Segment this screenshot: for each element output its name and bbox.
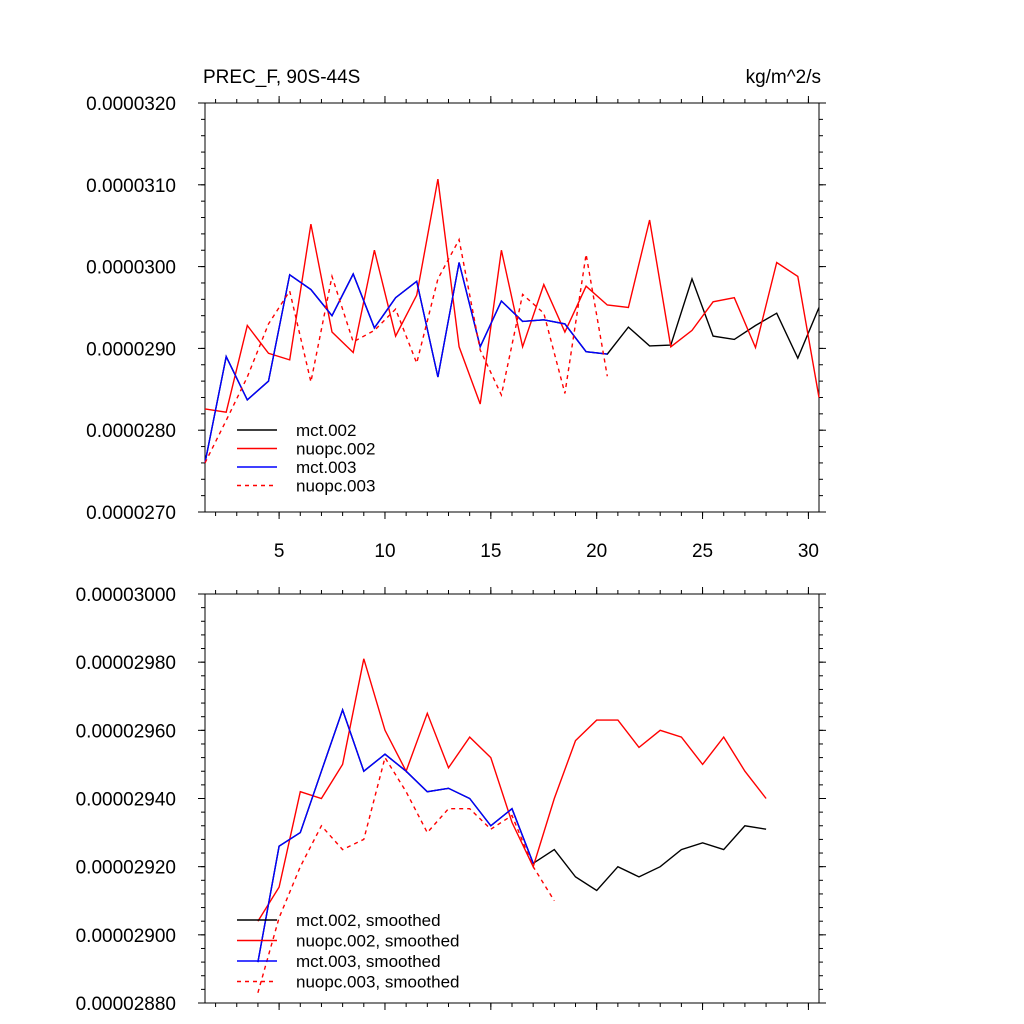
series-line-mct-003-smoothed bbox=[257, 707, 534, 963]
x-tick-label: 5 bbox=[274, 541, 285, 562]
y-tick-label: 0.00002940 bbox=[76, 790, 176, 811]
series-line-nuopc-002-smoothed bbox=[257, 658, 767, 922]
bottom-panel: 0.00002880 0.00002900 0.00002920 0.00002940… bbox=[76, 585, 826, 1015]
minor-ticks bbox=[201, 590, 823, 1007]
legend-label: mct.002 bbox=[296, 421, 356, 440]
x-tick-label: 10 bbox=[374, 541, 395, 562]
y-tick-label: 0.0000310 bbox=[86, 176, 176, 197]
legend-label: nuopc.002 bbox=[296, 440, 375, 459]
x-tick-label: 25 bbox=[692, 541, 713, 562]
y-tick-label: 0.0000320 bbox=[86, 94, 176, 115]
series-line-nuopc-002 bbox=[204, 178, 820, 413]
x-tick-label: 15 bbox=[480, 541, 501, 562]
legend-label: nuopc.002, smoothed bbox=[296, 932, 460, 951]
minor-ticks bbox=[201, 99, 823, 516]
y-tick-label: 0.00002880 bbox=[76, 994, 176, 1015]
y-tick-label: 0.0000280 bbox=[86, 421, 176, 442]
y-tick-label: 0.00002900 bbox=[76, 926, 176, 947]
legend-label: nuopc.003, smoothed bbox=[296, 973, 460, 992]
y-tick-label: 0.0000290 bbox=[86, 339, 176, 360]
series-line-nuopc-003-smoothed bbox=[257, 755, 555, 993]
series-line-mct-003 bbox=[204, 262, 608, 464]
legend: mct.002, smoothed nuopc.002, smoothedmct.… bbox=[237, 911, 460, 992]
top-panel: PREC_F, 90S-44S kg/m^2/s 5 10 15 20 25 30 0.00… bbox=[86, 67, 826, 562]
y-tick-label: 0.00002980 bbox=[76, 653, 176, 674]
legend-label: mct.003, smoothed bbox=[296, 952, 441, 971]
legend-label: mct.002, smoothed bbox=[296, 911, 441, 930]
x-tick-label: 30 bbox=[798, 541, 819, 562]
y-tick-label: 0.0000300 bbox=[86, 258, 176, 279]
top-panel-units: kg/m^2/s bbox=[746, 67, 821, 88]
x-tick-label: 20 bbox=[586, 541, 607, 562]
y-tick-label: 0.00002960 bbox=[76, 721, 176, 742]
y-tick-label: 0.0000270 bbox=[86, 503, 176, 524]
y-tick-label: 0.00003000 bbox=[76, 585, 176, 606]
legend-label: mct.003 bbox=[296, 458, 356, 477]
series-line-nuopc-003 bbox=[204, 237, 608, 464]
top-panel-title: PREC_F, 90S-44S bbox=[203, 67, 360, 88]
legend-label: nuopc.003 bbox=[296, 477, 375, 496]
y-tick-label: 0.00002920 bbox=[76, 858, 176, 879]
